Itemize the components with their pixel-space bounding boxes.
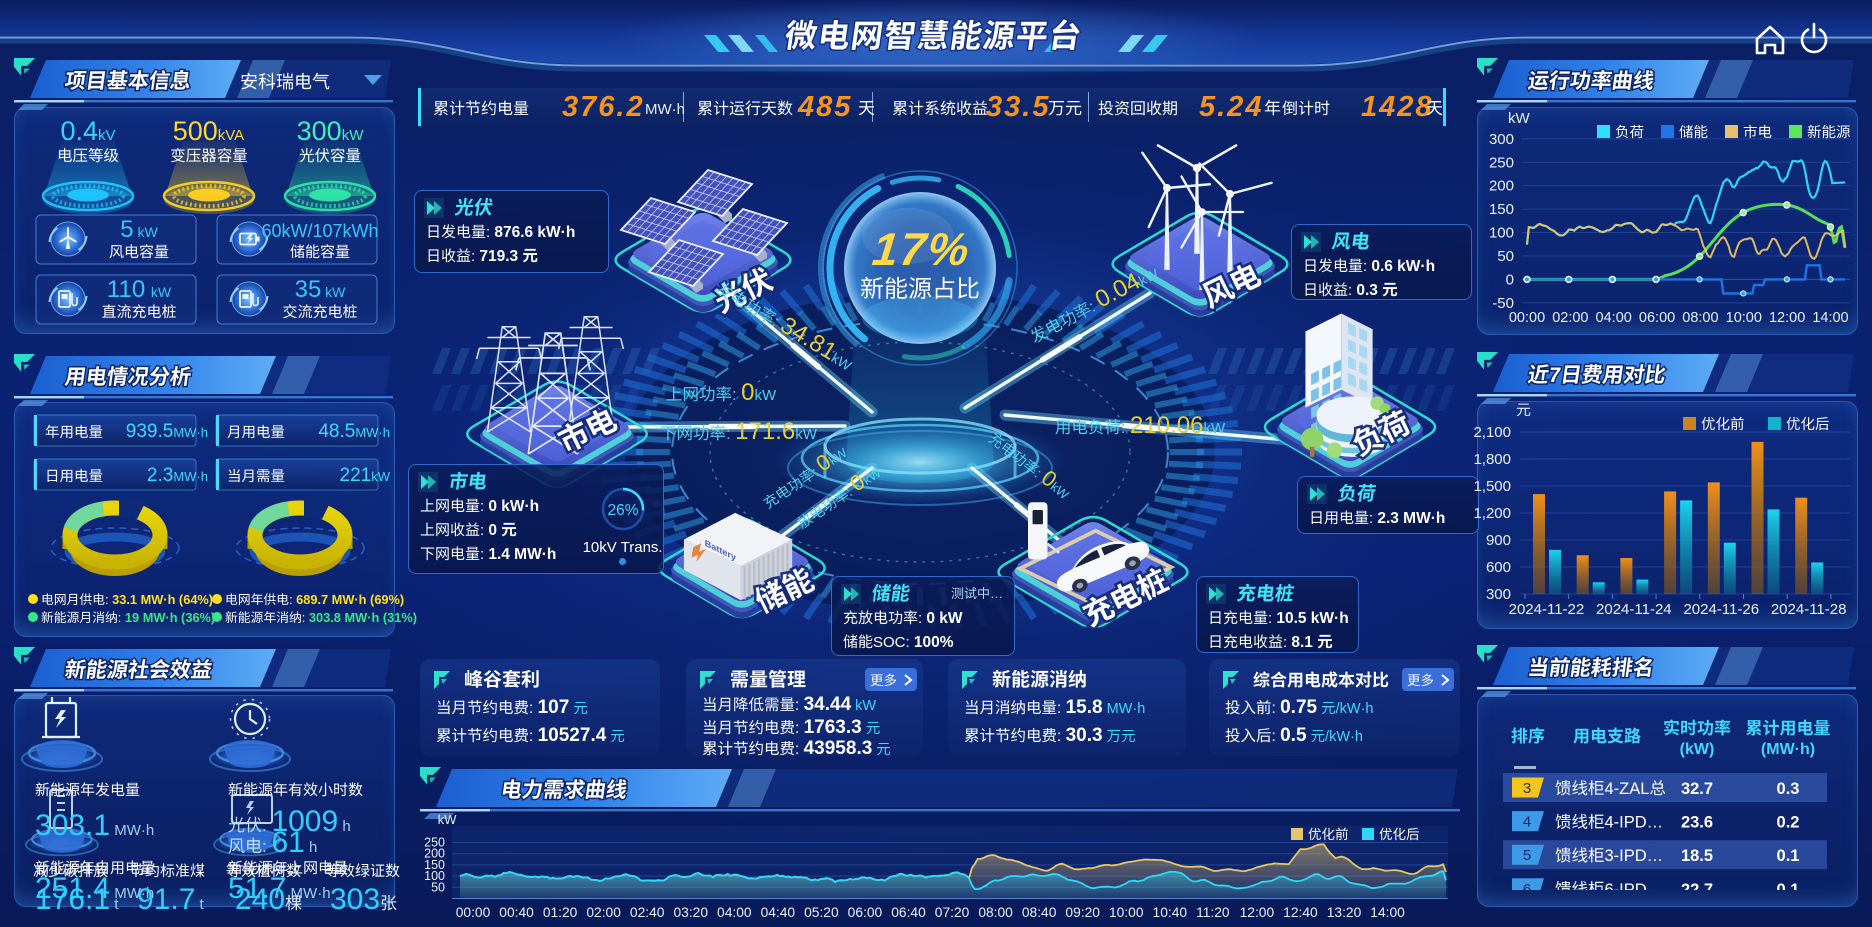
svg-text:0.1: 0.1 — [1777, 847, 1800, 865]
svg-text:6: 6 — [1523, 881, 1531, 898]
svg-text:4: 4 — [1523, 814, 1531, 831]
svg-text:6-IPD: 6-IPD — [1605, 881, 1647, 899]
svg-text:0.2: 0.2 — [1777, 814, 1800, 832]
svg-text:18.5: 18.5 — [1681, 847, 1713, 865]
svg-text:4-ZAL: 4-ZAL — [1605, 780, 1650, 798]
svg-text:3: 3 — [1523, 780, 1531, 797]
svg-text:22.7: 22.7 — [1681, 881, 1713, 899]
svg-text:4-IPD…: 4-IPD… — [1605, 814, 1664, 832]
svg-text:0.3: 0.3 — [1777, 780, 1800, 798]
svg-text:23.6: 23.6 — [1681, 814, 1713, 832]
svg-text:3-IPD…: 3-IPD… — [1605, 847, 1664, 865]
svg-text:5: 5 — [1523, 847, 1531, 864]
svg-text:0.1: 0.1 — [1777, 881, 1800, 899]
svg-text:32.7: 32.7 — [1681, 780, 1713, 798]
